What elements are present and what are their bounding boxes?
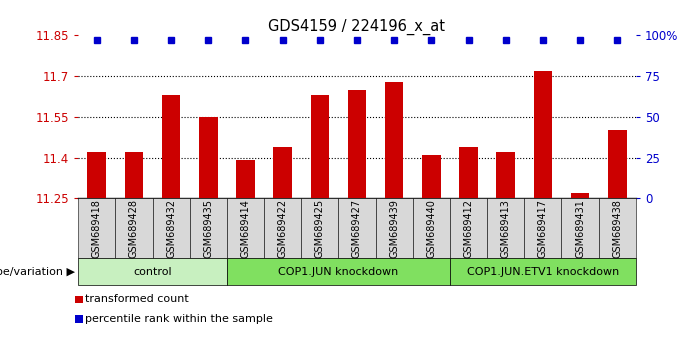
Text: GSM689417: GSM689417: [538, 199, 548, 258]
Text: percentile rank within the sample: percentile rank within the sample: [85, 314, 273, 324]
Text: GSM689431: GSM689431: [575, 199, 585, 258]
Text: COP1.JUN knockdown: COP1.JUN knockdown: [278, 267, 398, 277]
Text: GSM689422: GSM689422: [277, 199, 288, 258]
Bar: [608, 130, 626, 198]
Text: GSM689414: GSM689414: [241, 199, 250, 258]
Text: transformed count: transformed count: [85, 294, 189, 304]
Bar: [162, 95, 180, 198]
Text: GSM689438: GSM689438: [612, 199, 622, 258]
Bar: [496, 152, 515, 198]
Text: control: control: [133, 267, 172, 277]
Bar: [124, 152, 143, 198]
Bar: [88, 152, 106, 198]
Bar: [347, 90, 367, 198]
Bar: [571, 193, 590, 198]
Bar: [236, 160, 255, 198]
Bar: [385, 81, 403, 198]
Text: GSM689425: GSM689425: [315, 199, 325, 258]
Text: COP1.JUN.ETV1 knockdown: COP1.JUN.ETV1 knockdown: [466, 267, 619, 277]
Bar: [273, 147, 292, 198]
Text: GSM689427: GSM689427: [352, 199, 362, 258]
Text: GSM689435: GSM689435: [203, 199, 214, 258]
Text: genotype/variation ▶: genotype/variation ▶: [0, 267, 75, 277]
Text: GSM689412: GSM689412: [464, 199, 473, 258]
Text: GSM689413: GSM689413: [500, 199, 511, 258]
Bar: [199, 117, 218, 198]
Bar: [311, 95, 329, 198]
Text: GSM689439: GSM689439: [389, 199, 399, 258]
Text: GSM689428: GSM689428: [129, 199, 139, 258]
Text: GSM689418: GSM689418: [92, 199, 102, 258]
Text: GSM689440: GSM689440: [426, 199, 437, 258]
Title: GDS4159 / 224196_x_at: GDS4159 / 224196_x_at: [269, 19, 445, 35]
Bar: [459, 147, 478, 198]
Bar: [422, 155, 441, 198]
Text: GSM689432: GSM689432: [166, 199, 176, 258]
Bar: [534, 71, 552, 198]
